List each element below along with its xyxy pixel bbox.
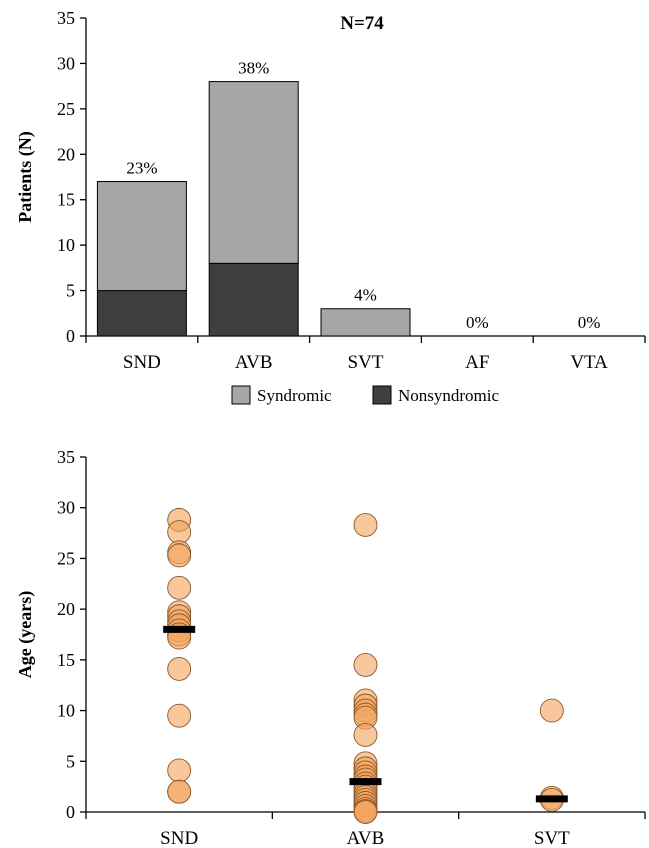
bar-syndromic <box>96 181 187 292</box>
x-category-label: AVB <box>235 352 273 373</box>
x-category-label: VTA <box>570 352 608 373</box>
x-category-label: SND <box>123 352 161 373</box>
y-tick-label: 25 <box>57 99 75 119</box>
scatter-point <box>167 520 192 545</box>
age-scatter-chart: 0 5 10 15 20 25 30 35 SND AVB SVT Age (years) <box>15 447 646 848</box>
y-tick-label: 5 <box>66 751 75 771</box>
legend-label-syndromic: Syndromic <box>257 386 332 405</box>
scatter-point <box>539 698 564 723</box>
legend: Syndromic Nonsyndromic <box>231 385 500 405</box>
data-label: 38% <box>238 59 269 78</box>
data-label: 0% <box>578 313 601 332</box>
bar-syndromic <box>208 81 299 264</box>
scatter-point <box>167 779 192 804</box>
x-category-label: SVT <box>348 352 384 373</box>
x-category-label: AF <box>465 352 489 373</box>
scatter-point <box>353 722 378 747</box>
y-tick-label: 0 <box>66 802 75 822</box>
scatter-point <box>353 513 378 537</box>
data-label: 23% <box>126 159 157 178</box>
bar-syndromic <box>320 308 411 337</box>
y-tick-label: 30 <box>57 53 75 73</box>
y-axis-label: Patients (N) <box>15 131 36 222</box>
legend-swatch-nonsyndromic <box>372 385 392 405</box>
scatter-point <box>167 758 192 783</box>
data-label: 4% <box>354 286 377 305</box>
y-tick-label: 10 <box>57 701 75 721</box>
x-category-label: SVT <box>534 828 570 848</box>
stacked-bar-chart: 0 5 10 15 20 25 30 35 23% SND 38% AVB 4% SVT 0% AF 0% VTA… <box>15 8 646 405</box>
scatter-point <box>167 657 192 681</box>
y-tick-label: 35 <box>57 8 75 28</box>
scatter-point <box>353 800 378 824</box>
y-tick-label: 20 <box>57 599 75 619</box>
x-category-label: SND <box>160 828 198 848</box>
y-tick-label: 15 <box>57 650 75 670</box>
y-tick-label: 0 <box>66 326 75 346</box>
y-tick-label: 5 <box>66 281 75 301</box>
legend-swatch-syndromic <box>231 385 251 405</box>
bar-nonsyndromic <box>208 262 299 337</box>
scatter-point <box>167 543 192 568</box>
scatter-point <box>167 575 192 600</box>
y-tick-label: 20 <box>57 144 75 164</box>
scatter-point <box>353 652 378 677</box>
y-tick-label: 30 <box>57 498 75 518</box>
scatter-point <box>167 703 192 728</box>
x-category-label: AVB <box>347 828 385 848</box>
y-axis-label: Age (years) <box>15 591 36 678</box>
data-label: 0% <box>466 313 489 332</box>
chart-title: N=74 <box>340 13 384 34</box>
y-tick-label: 10 <box>57 235 75 255</box>
y-tick-label: 35 <box>57 447 75 467</box>
bar-nonsyndromic <box>96 290 187 337</box>
y-tick-label: 15 <box>57 190 75 210</box>
y-tick-label: 25 <box>57 548 75 568</box>
legend-label-nonsyndromic: Nonsyndromic <box>398 386 500 405</box>
